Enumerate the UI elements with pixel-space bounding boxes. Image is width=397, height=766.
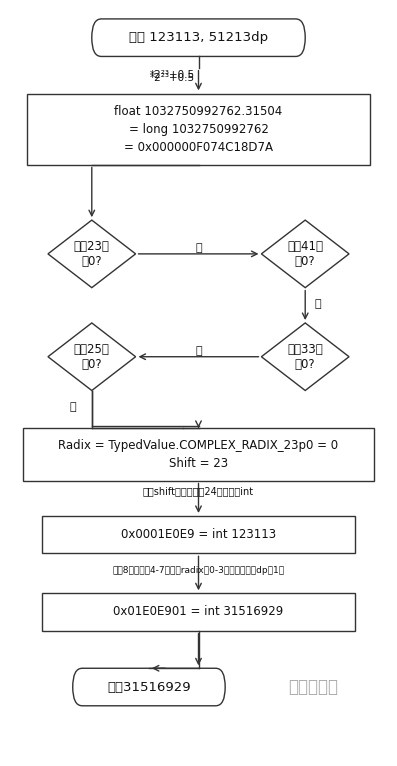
Text: Radix = TypedValue.COMPLEX_RADIX_23p0 = 0
Shift = 23: Radix = TypedValue.COMPLEX_RADIX_23p0 = … xyxy=(58,439,339,470)
Text: 否: 否 xyxy=(315,300,321,309)
Text: 否: 否 xyxy=(195,243,202,253)
FancyBboxPatch shape xyxy=(73,668,225,705)
Text: 最低23位
为0?: 最低23位 为0? xyxy=(74,240,110,268)
Text: 否: 否 xyxy=(195,345,202,355)
Text: *2²³+0.5: *2²³+0.5 xyxy=(149,74,195,83)
Text: 最高41位
为0?: 最高41位 为0? xyxy=(287,240,323,268)
Bar xyxy=(42,516,355,553)
Text: 输入 123113, 51213dp: 输入 123113, 51213dp xyxy=(129,31,268,44)
Bar xyxy=(23,428,374,480)
Text: 0x01E0E901 = int 31516929: 0x01E0E901 = int 31516929 xyxy=(114,605,283,618)
Text: 否: 否 xyxy=(69,402,76,412)
Bar xyxy=(42,593,355,630)
Bar xyxy=(27,93,370,165)
Text: 最高25位
为0?: 最高25位 为0? xyxy=(74,342,110,371)
Polygon shape xyxy=(261,220,349,288)
Text: 右移shift位，取最低24位，转为int: 右移shift位，取最低24位，转为int xyxy=(143,486,254,496)
Text: 手动动手游: 手动动手游 xyxy=(288,678,338,696)
Text: 最高33位
为0?: 最高33位 为0? xyxy=(287,342,323,371)
FancyBboxPatch shape xyxy=(92,19,305,57)
Polygon shape xyxy=(48,220,136,288)
Text: 输出31516929: 输出31516929 xyxy=(107,680,191,693)
Text: 左移8位，最低4-7位或上radix，0-3位或上单位（dp为1）: 左移8位，最低4-7位或上radix，0-3位或上单位（dp为1） xyxy=(112,566,285,575)
Text: *2²³+0.5: *2²³+0.5 xyxy=(149,70,195,80)
Polygon shape xyxy=(261,323,349,391)
Text: float 1032750992762.31504
= long 1032750992762
= 0x000000F074C18D7A: float 1032750992762.31504 = long 1032750… xyxy=(114,105,283,154)
Text: 0x0001E0E9 = int 123113: 0x0001E0E9 = int 123113 xyxy=(121,528,276,541)
Polygon shape xyxy=(48,323,136,391)
